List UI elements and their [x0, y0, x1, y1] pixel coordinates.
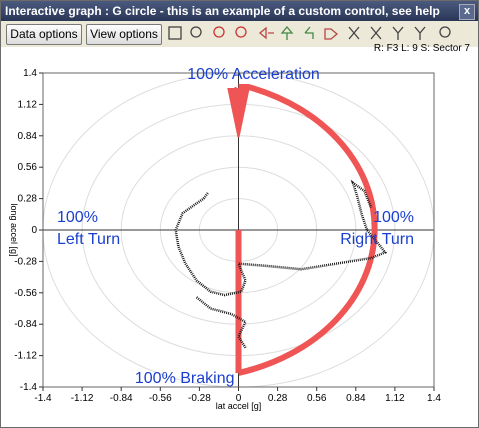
- annotation: 100% Braking: [135, 370, 235, 387]
- x-tick-label: -1.4: [34, 393, 52, 404]
- icon[interactable]: [348, 26, 360, 40]
- x-tick-label: 1.4: [427, 393, 441, 404]
- annotation: 100% Acceleration: [187, 66, 320, 83]
- y-tick-label: 0: [31, 225, 37, 236]
- annotation: 100%: [373, 209, 414, 226]
- icon[interactable]: [304, 26, 314, 39]
- status-text: R: F3 L: 9 S: Sector 7: [373, 43, 470, 54]
- y-tick-label: -1.12: [14, 351, 37, 362]
- y-tick-label: 0.56: [18, 162, 38, 173]
- x-tick-label: 1.12: [385, 393, 405, 404]
- annotation: Left Turn: [57, 231, 120, 248]
- x-tick-label: -0.28: [188, 393, 211, 404]
- y-tick-label: -0.28: [14, 256, 37, 267]
- y-tick-label: 0.84: [18, 131, 38, 142]
- y-tick-label: -0.84: [14, 319, 37, 330]
- y-tick-label: 1.4: [23, 68, 37, 79]
- guide-arrow: [227, 87, 250, 138]
- icon[interactable]: [324, 28, 339, 40]
- toolbar: Data options View options: [1, 21, 478, 47]
- icon[interactable]: [280, 25, 294, 40]
- y-tick-label: 1.12: [18, 99, 38, 110]
- x-tick-label: 0.28: [268, 393, 288, 404]
- gg-trace: [174, 179, 388, 349]
- annotation: Right Turn: [340, 231, 414, 248]
- x-tick-label: -0.84: [110, 393, 133, 404]
- x-tick-label: -0.56: [149, 393, 172, 404]
- icon[interactable]: [258, 26, 274, 40]
- icon[interactable]: [235, 26, 247, 38]
- icon[interactable]: [168, 26, 182, 40]
- icon[interactable]: [392, 26, 404, 40]
- icon[interactable]: [370, 26, 382, 40]
- annotation: 100%: [57, 209, 98, 226]
- icon[interactable]: [439, 26, 451, 38]
- x-axis-label: lat accel [g]: [216, 401, 262, 411]
- x-tick-label: 0.56: [307, 393, 327, 404]
- title-bar: Interactive graph : G circle - this is a…: [1, 1, 478, 21]
- icon[interactable]: [213, 26, 225, 38]
- y-tick-label: 0.28: [18, 194, 38, 205]
- y-tick-label: -0.56: [14, 288, 37, 299]
- icon[interactable]: [190, 26, 202, 38]
- view-options-button[interactable]: View options: [86, 24, 162, 45]
- icon[interactable]: [414, 26, 426, 40]
- g-circle-chart: -1.4 -1.12 -0.84 -0.56 -0.28 0 0.28 0.56 0.84 1.1…: [9, 66, 441, 411]
- y-tick-label: -1.4: [20, 382, 38, 393]
- y-axis-label: long accel [g]: [9, 203, 19, 256]
- window-title: Interactive graph : G circle - this is a…: [5, 4, 440, 18]
- toolbar-icons: [168, 25, 451, 40]
- x-tick-label: 0: [236, 393, 242, 404]
- close-button[interactable]: x: [459, 4, 475, 20]
- data-options-button[interactable]: Data options: [6, 24, 82, 45]
- x-tick-label: 0.84: [346, 393, 366, 404]
- guide-arc: [235, 84, 378, 376]
- x-tick-label: -1.12: [71, 393, 94, 404]
